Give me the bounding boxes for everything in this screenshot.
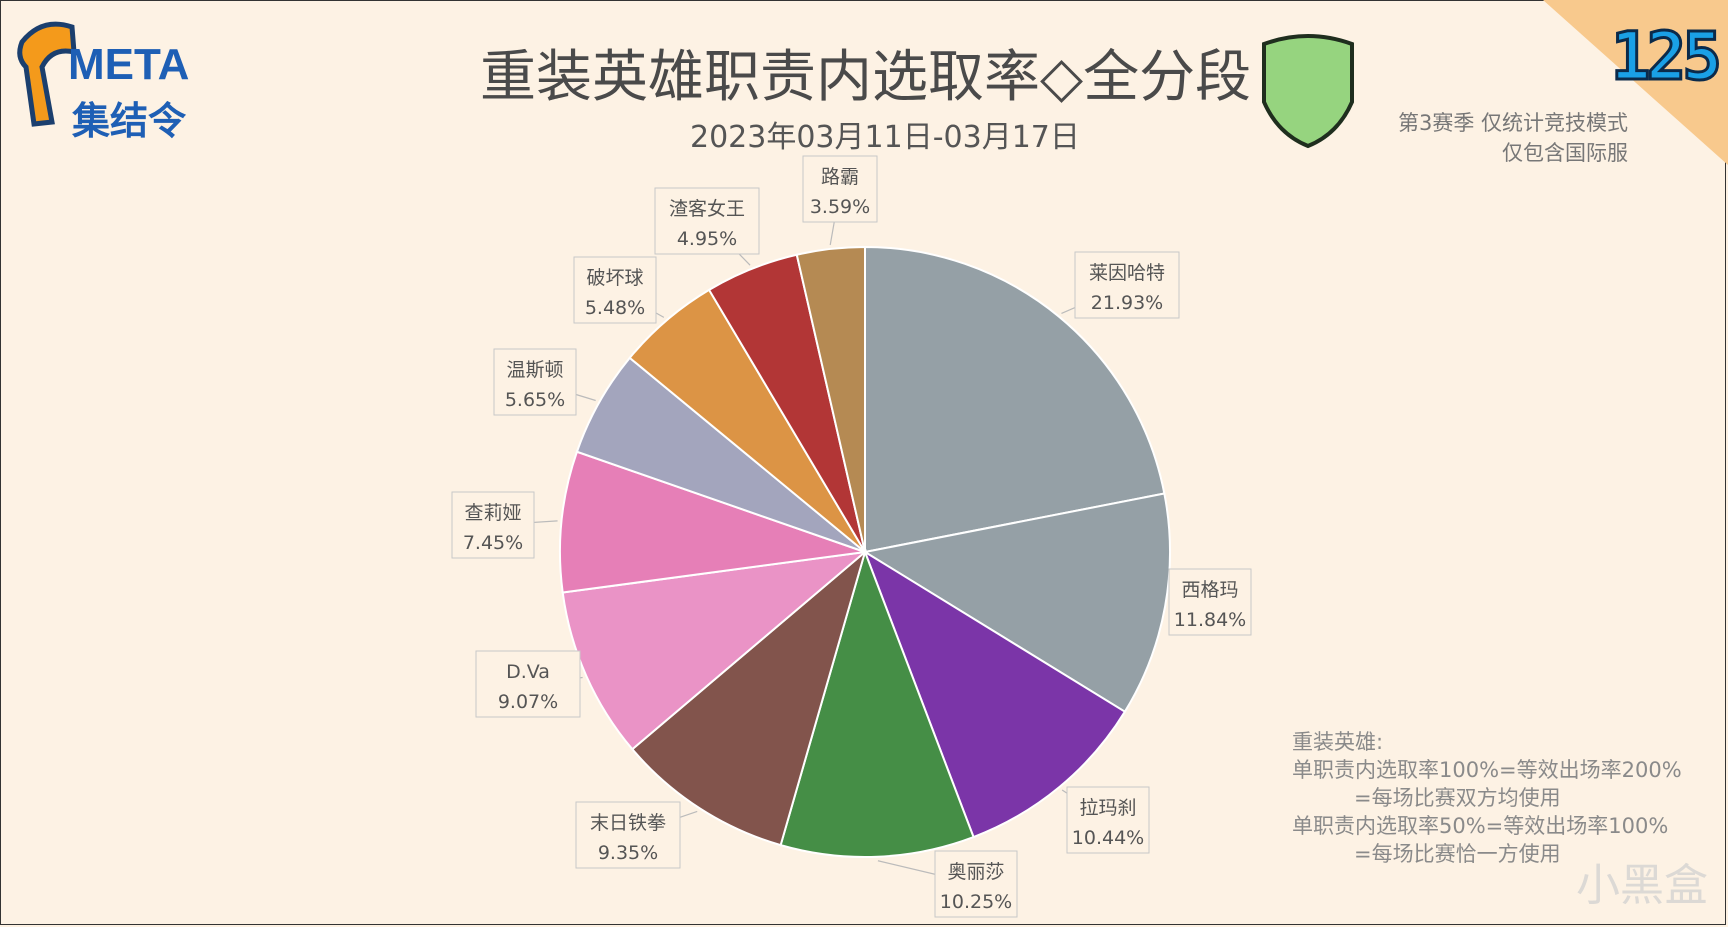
data-label-box bbox=[654, 187, 760, 255]
pie-slice bbox=[779, 548, 975, 858]
footnote-line4: 单职责内选取率50%=等效出场率100% bbox=[1292, 814, 1669, 838]
data-label-box bbox=[475, 650, 581, 718]
data-label-box bbox=[1074, 251, 1180, 319]
slice-name-label: 温斯顿 bbox=[506, 359, 563, 381]
watermark: 小黑盒 bbox=[1576, 860, 1708, 911]
slice-value-label: 11.84% bbox=[1174, 609, 1246, 631]
slice-name-label: 末日铁拳 bbox=[590, 812, 666, 834]
slice-name-label: D.Va bbox=[506, 661, 550, 683]
pie-slice bbox=[795, 245, 866, 553]
meta-logo: META 集结令 bbox=[12, 12, 192, 143]
slice-name-label: 查莉娅 bbox=[464, 502, 521, 524]
data-label-box bbox=[802, 155, 878, 223]
slice-name-label: 莱因哈特 bbox=[1089, 262, 1165, 284]
slice-value-label: 3.59% bbox=[810, 196, 870, 218]
data-label-box bbox=[493, 348, 577, 416]
data-label-box bbox=[573, 256, 657, 324]
chart-title: 重装英雄职责内选取率◇全分段 bbox=[480, 45, 1252, 110]
slice-name-label: 渣客女王 bbox=[669, 198, 745, 220]
corner-ribbon bbox=[1543, 0, 1728, 165]
note-server: 仅包含国际服 bbox=[1502, 141, 1628, 165]
slice-value-label: 21.93% bbox=[1091, 292, 1163, 314]
note-top: 第3赛季 仅统计竞技模式 仅包含国际服 bbox=[1398, 108, 1628, 168]
data-label-box bbox=[1066, 786, 1150, 854]
slice-value-label: 9.35% bbox=[598, 842, 658, 864]
slice-value-label: 4.95% bbox=[677, 228, 737, 250]
data-label-box bbox=[451, 491, 535, 559]
footnote-line3: =每场比赛双方均使用 bbox=[1354, 786, 1561, 810]
rank-shield-icon bbox=[1262, 34, 1354, 149]
slice-name-label: 拉玛刹 bbox=[1079, 797, 1136, 819]
slice-name-label: 破坏球 bbox=[586, 267, 643, 289]
slice-value-label: 9.07% bbox=[498, 691, 558, 713]
pie-slice bbox=[630, 549, 867, 847]
chart-subtitle: 2023年03月11日-03月17日 bbox=[690, 120, 1080, 155]
footnote-line5: =每场比赛恰一方使用 bbox=[1354, 842, 1561, 866]
footnote-line2: 单职责内选取率100%=等效出场率200% bbox=[1292, 758, 1682, 782]
logo-text-cn: 集结令 bbox=[72, 99, 187, 143]
slice-value-label: 7.45% bbox=[463, 532, 523, 554]
pie-slice bbox=[862, 492, 1171, 714]
slice-name-label: 路霸 bbox=[821, 166, 859, 188]
pie-slice bbox=[559, 450, 866, 594]
logo-text-meta: META bbox=[68, 40, 190, 89]
corner-number: 125 bbox=[1609, 17, 1723, 97]
data-label-box bbox=[575, 801, 681, 869]
slice-value-label: 10.25% bbox=[940, 891, 1012, 913]
slice-name-label: 奥丽莎 bbox=[947, 861, 1004, 883]
data-label-box bbox=[1168, 568, 1252, 636]
note-season: 第3赛季 仅统计竞技模式 bbox=[1397, 111, 1628, 135]
pie-slice bbox=[561, 550, 869, 751]
pie-slice bbox=[864, 245, 1166, 554]
torch-icon bbox=[17, 21, 77, 127]
slice-value-label: 5.65% bbox=[505, 389, 565, 411]
footnote: 重装英雄: 单职责内选取率100%=等效出场率200% =每场比赛双方均使用单职责内… bbox=[1292, 728, 1682, 868]
data-label-box bbox=[934, 850, 1018, 918]
slice-name-label: 西格玛 bbox=[1181, 579, 1238, 601]
slice-value-label: 5.48% bbox=[585, 297, 645, 319]
pie-slice bbox=[863, 549, 1127, 839]
slice-value-label: 10.44% bbox=[1072, 827, 1144, 849]
footnote-line1: 重装英雄: bbox=[1292, 730, 1384, 754]
